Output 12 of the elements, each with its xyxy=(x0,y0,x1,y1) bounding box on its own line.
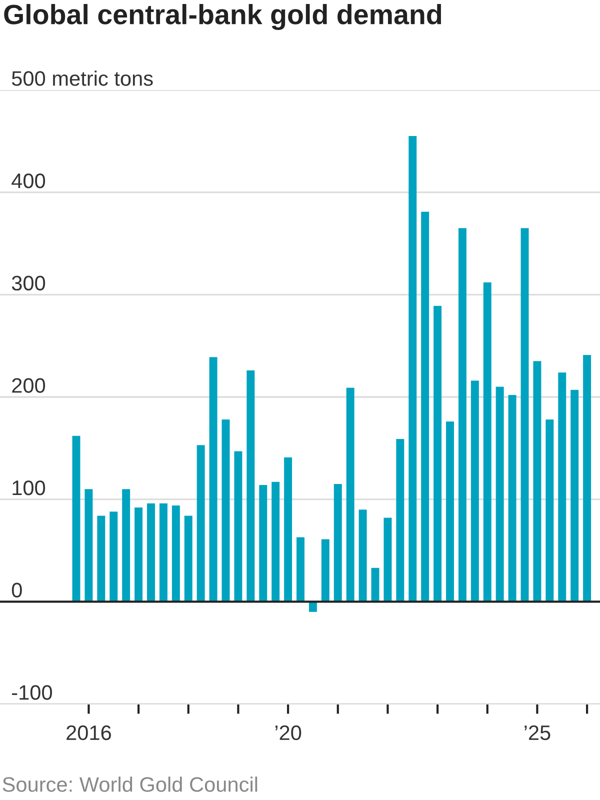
y-tick-label: 100 xyxy=(12,480,46,496)
y-tick-label: 400 xyxy=(12,173,46,188)
y-tick-label: 500 metric tons xyxy=(12,70,153,86)
y-tick-label: 300 xyxy=(12,276,46,291)
source-note: Source: World Gold Council xyxy=(2,776,258,792)
chart-title: Global central-bank gold demand xyxy=(4,4,442,30)
y-tick-label: 200 xyxy=(12,378,46,393)
x-tick-label: ’25 xyxy=(524,725,550,740)
y-tick-label: -100 xyxy=(12,685,52,700)
x-tick-label: ’20 xyxy=(275,725,302,740)
y-tick-label: 0 xyxy=(12,582,22,598)
x-tick-label: 2016 xyxy=(66,725,111,740)
